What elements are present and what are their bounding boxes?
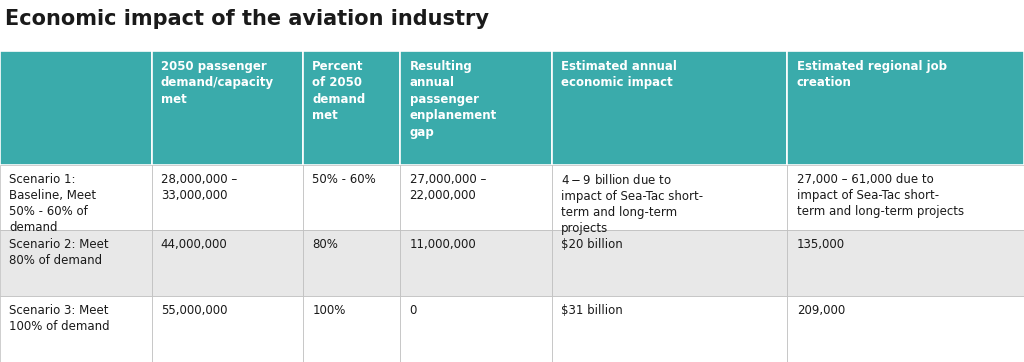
- Bar: [0, 51, 152, 165]
- Bar: [552, 51, 787, 165]
- Text: 27,000,000 –
22,000,000: 27,000,000 – 22,000,000: [410, 173, 486, 202]
- Bar: [787, 51, 1024, 165]
- Bar: [303, 51, 400, 165]
- Text: Economic impact of the aviation industry: Economic impact of the aviation industry: [5, 9, 489, 29]
- Text: Scenario 3: Meet
100% of demand: Scenario 3: Meet 100% of demand: [9, 304, 110, 333]
- Bar: [303, 296, 400, 362]
- Bar: [0, 296, 152, 362]
- Text: 11,000,000: 11,000,000: [410, 239, 476, 252]
- Bar: [152, 296, 303, 362]
- Bar: [400, 296, 552, 362]
- Bar: [303, 165, 400, 231]
- Bar: [303, 231, 400, 296]
- Text: 135,000: 135,000: [797, 239, 845, 252]
- Text: 209,000: 209,000: [797, 304, 845, 317]
- Text: Estimated annual
economic impact: Estimated annual economic impact: [561, 60, 677, 89]
- Bar: [787, 231, 1024, 296]
- Text: Percent
of 2050
demand
met: Percent of 2050 demand met: [312, 60, 366, 122]
- Text: 55,000,000: 55,000,000: [161, 304, 227, 317]
- Text: $31 billion: $31 billion: [561, 304, 623, 317]
- Text: 28,000,000 –
33,000,000: 28,000,000 – 33,000,000: [161, 173, 237, 202]
- Text: Resulting
annual
passenger
enplanement
gap: Resulting annual passenger enplanement g…: [410, 60, 497, 139]
- Text: Scenario 2: Meet
80% of demand: Scenario 2: Meet 80% of demand: [9, 239, 109, 268]
- Bar: [787, 165, 1024, 231]
- Bar: [552, 231, 787, 296]
- Bar: [152, 165, 303, 231]
- Bar: [0, 165, 152, 231]
- Bar: [552, 165, 787, 231]
- Text: 44,000,000: 44,000,000: [161, 239, 227, 252]
- Text: 27,000 – 61,000 due to
impact of Sea-Tac short-
term and long-term projects: 27,000 – 61,000 due to impact of Sea-Tac…: [797, 173, 964, 218]
- Bar: [400, 165, 552, 231]
- Text: 50% - 60%: 50% - 60%: [312, 173, 376, 186]
- Bar: [0, 231, 152, 296]
- Bar: [152, 51, 303, 165]
- Text: 100%: 100%: [312, 304, 346, 317]
- Text: Estimated regional job
creation: Estimated regional job creation: [797, 60, 946, 89]
- Bar: [552, 296, 787, 362]
- Text: $20 billion: $20 billion: [561, 239, 623, 252]
- Text: 0: 0: [410, 304, 417, 317]
- Text: 80%: 80%: [312, 239, 338, 252]
- Text: Scenario 1:
Baseline, Meet
50% - 60% of
demand: Scenario 1: Baseline, Meet 50% - 60% of …: [9, 173, 96, 234]
- Bar: [787, 296, 1024, 362]
- Bar: [152, 231, 303, 296]
- Bar: [400, 231, 552, 296]
- Text: $4 - $9 billion due to
impact of Sea-Tac short-
term and long-term
projects: $4 - $9 billion due to impact of Sea-Tac…: [561, 173, 703, 235]
- Bar: [400, 51, 552, 165]
- Text: 2050 passenger
demand/capacity
met: 2050 passenger demand/capacity met: [161, 60, 273, 106]
